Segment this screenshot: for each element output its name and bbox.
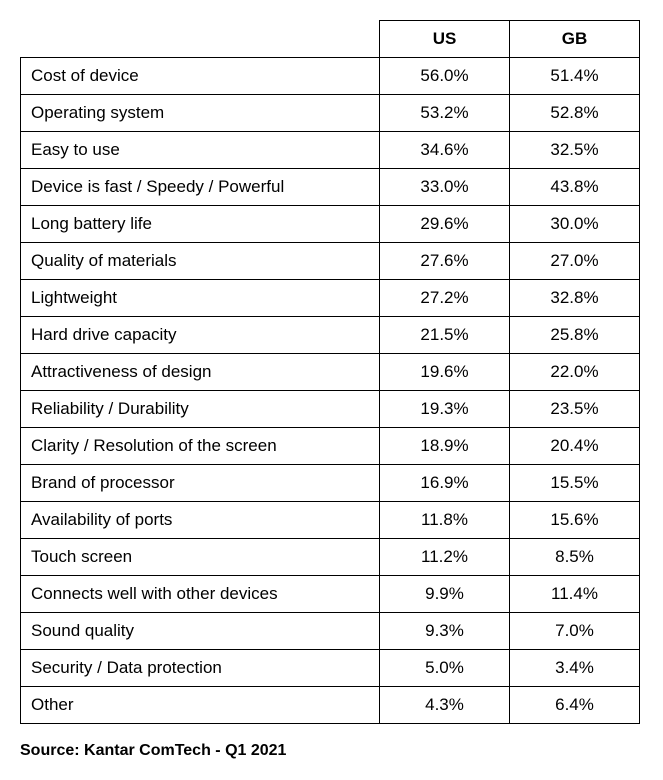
row-label: Cost of device xyxy=(21,58,380,95)
row-label: Quality of materials xyxy=(21,243,380,280)
row-label: Clarity / Resolution of the screen xyxy=(21,428,380,465)
row-us: 16.9% xyxy=(380,465,510,502)
row-label: Operating system xyxy=(21,95,380,132)
row-us: 19.6% xyxy=(380,354,510,391)
table-header-row: US GB xyxy=(21,21,640,58)
row-gb: 52.8% xyxy=(510,95,640,132)
table-row: Other4.3%6.4% xyxy=(21,687,640,724)
row-label: Touch screen xyxy=(21,539,380,576)
row-label: Security / Data protection xyxy=(21,650,380,687)
table-row: Operating system53.2%52.8% xyxy=(21,95,640,132)
table-row: Clarity / Resolution of the screen18.9%2… xyxy=(21,428,640,465)
table-row: Attractiveness of design19.6%22.0% xyxy=(21,354,640,391)
table-row: Long battery life29.6%30.0% xyxy=(21,206,640,243)
row-gb: 32.8% xyxy=(510,280,640,317)
table-row: Easy to use34.6%32.5% xyxy=(21,132,640,169)
row-gb: 43.8% xyxy=(510,169,640,206)
row-gb: 32.5% xyxy=(510,132,640,169)
row-label: Lightweight xyxy=(21,280,380,317)
row-gb: 11.4% xyxy=(510,576,640,613)
header-blank xyxy=(21,21,380,58)
table-row: Connects well with other devices9.9%11.4… xyxy=(21,576,640,613)
row-label: Other xyxy=(21,687,380,724)
row-us: 34.6% xyxy=(380,132,510,169)
row-us: 29.6% xyxy=(380,206,510,243)
table-row: Sound quality9.3%7.0% xyxy=(21,613,640,650)
row-us: 33.0% xyxy=(380,169,510,206)
row-us: 9.3% xyxy=(380,613,510,650)
row-label: Hard drive capacity xyxy=(21,317,380,354)
table-row: Touch screen11.2%8.5% xyxy=(21,539,640,576)
row-label: Attractiveness of design xyxy=(21,354,380,391)
row-gb: 22.0% xyxy=(510,354,640,391)
row-gb: 3.4% xyxy=(510,650,640,687)
row-us: 11.2% xyxy=(380,539,510,576)
row-label: Availability of ports xyxy=(21,502,380,539)
table-row: Device is fast / Speedy / Powerful33.0%4… xyxy=(21,169,640,206)
row-gb: 15.5% xyxy=(510,465,640,502)
row-label: Long battery life xyxy=(21,206,380,243)
row-label: Brand of processor xyxy=(21,465,380,502)
row-us: 21.5% xyxy=(380,317,510,354)
row-us: 9.9% xyxy=(380,576,510,613)
row-gb: 25.8% xyxy=(510,317,640,354)
table-row: Availability of ports11.8%15.6% xyxy=(21,502,640,539)
header-gb: GB xyxy=(510,21,640,58)
row-us: 19.3% xyxy=(380,391,510,428)
row-gb: 7.0% xyxy=(510,613,640,650)
source-line: Source: Kantar ComTech - Q1 2021 xyxy=(20,742,643,760)
table-row: Cost of device56.0%51.4% xyxy=(21,58,640,95)
table-row: Quality of materials27.6%27.0% xyxy=(21,243,640,280)
row-gb: 23.5% xyxy=(510,391,640,428)
row-gb: 15.6% xyxy=(510,502,640,539)
row-label: Connects well with other devices xyxy=(21,576,380,613)
row-us: 11.8% xyxy=(380,502,510,539)
table-row: Security / Data protection5.0%3.4% xyxy=(21,650,640,687)
row-us: 5.0% xyxy=(380,650,510,687)
table-row: Lightweight27.2%32.8% xyxy=(21,280,640,317)
row-us: 53.2% xyxy=(380,95,510,132)
row-us: 56.0% xyxy=(380,58,510,95)
table-row: Brand of processor16.9%15.5% xyxy=(21,465,640,502)
row-gb: 6.4% xyxy=(510,687,640,724)
row-label: Reliability / Durability xyxy=(21,391,380,428)
row-gb: 51.4% xyxy=(510,58,640,95)
row-gb: 30.0% xyxy=(510,206,640,243)
data-table: US GB Cost of device56.0%51.4% Operating… xyxy=(20,20,640,724)
row-label: Sound quality xyxy=(21,613,380,650)
row-us: 18.9% xyxy=(380,428,510,465)
header-us: US xyxy=(380,21,510,58)
row-gb: 8.5% xyxy=(510,539,640,576)
row-us: 27.6% xyxy=(380,243,510,280)
row-label: Device is fast / Speedy / Powerful xyxy=(21,169,380,206)
row-gb: 27.0% xyxy=(510,243,640,280)
row-label: Easy to use xyxy=(21,132,380,169)
table-body: Cost of device56.0%51.4% Operating syste… xyxy=(21,58,640,724)
table-row: Reliability / Durability19.3%23.5% xyxy=(21,391,640,428)
row-us: 27.2% xyxy=(380,280,510,317)
row-gb: 20.4% xyxy=(510,428,640,465)
table-row: Hard drive capacity21.5%25.8% xyxy=(21,317,640,354)
row-us: 4.3% xyxy=(380,687,510,724)
